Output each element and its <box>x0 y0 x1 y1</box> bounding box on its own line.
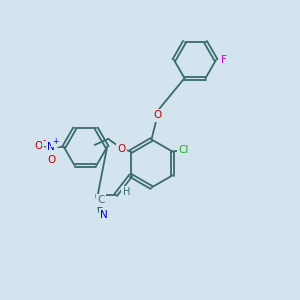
Text: C: C <box>98 195 105 206</box>
Text: +: + <box>52 137 58 146</box>
Text: N: N <box>100 209 108 220</box>
Text: O: O <box>47 154 56 165</box>
Text: O: O <box>118 143 126 154</box>
Text: O: O <box>34 141 43 152</box>
Text: Cl: Cl <box>178 145 189 155</box>
Text: -: - <box>43 136 46 145</box>
Text: N: N <box>47 142 55 152</box>
Text: H: H <box>122 187 130 197</box>
Text: F: F <box>221 55 227 65</box>
Text: O: O <box>153 110 162 121</box>
